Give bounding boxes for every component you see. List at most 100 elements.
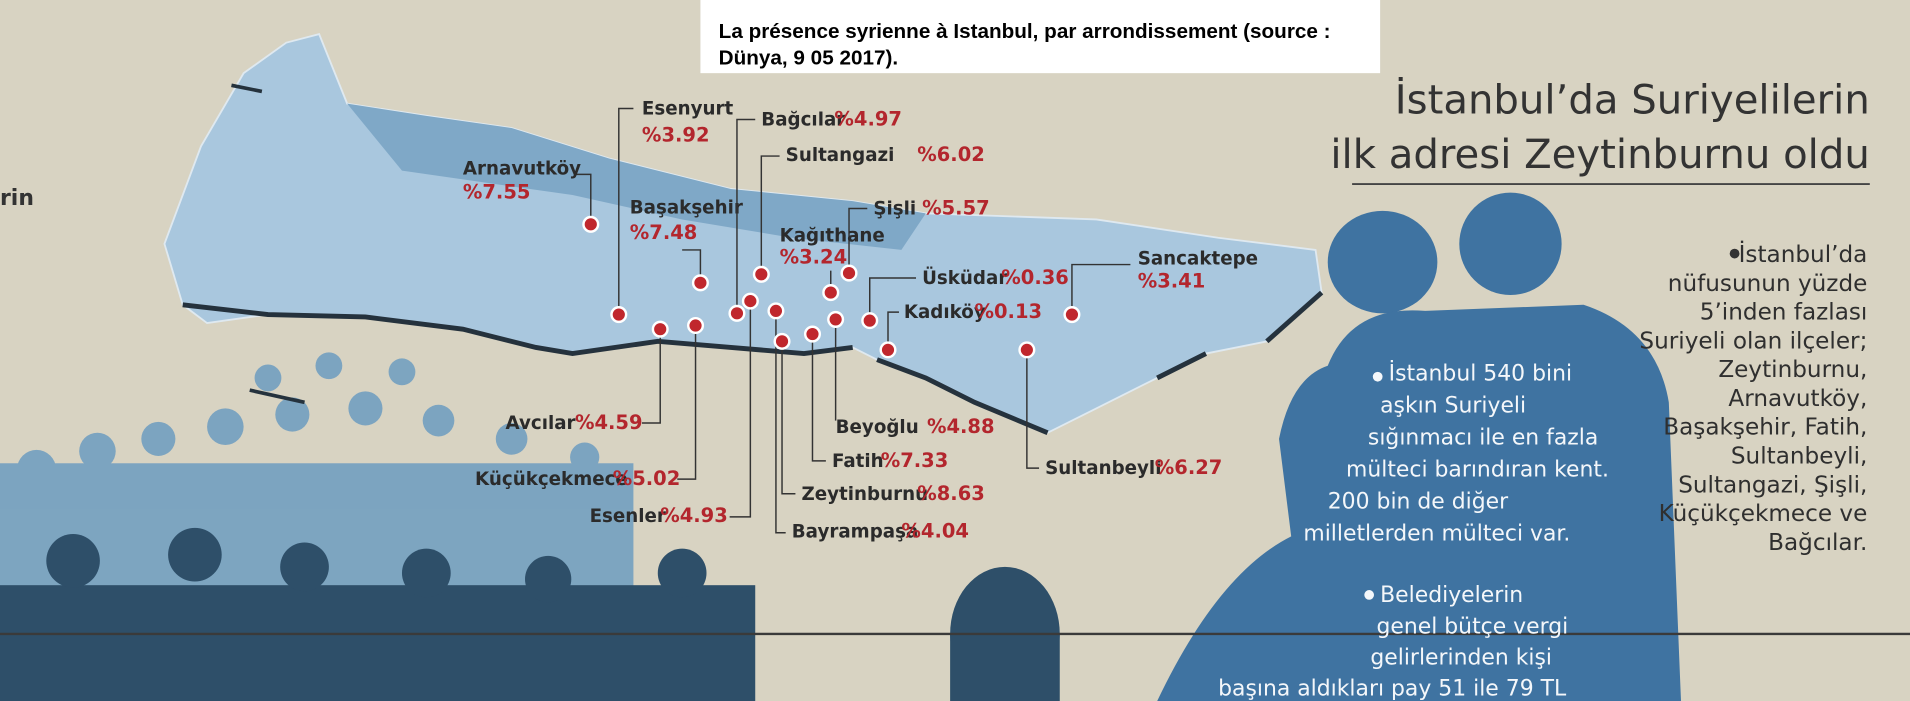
district-name: Kağıthane xyxy=(780,225,885,246)
district-name: Zeytinburnu xyxy=(802,484,929,505)
district-marker xyxy=(728,304,746,322)
leader-line xyxy=(811,334,826,462)
refugee-note-line: 200 bin de diğer xyxy=(1328,490,1509,515)
bullet xyxy=(1364,590,1375,600)
side-note-line: nüfusunun yüzde xyxy=(1668,271,1868,297)
bullet xyxy=(1729,248,1740,259)
district-name: Küçükçekmece xyxy=(475,469,628,490)
refugee-note-line: aşkın Suriyeli xyxy=(1380,393,1526,418)
leader-line xyxy=(641,329,661,424)
crowd-front xyxy=(0,527,1060,701)
district-share: %6.27 xyxy=(1155,456,1223,479)
leader-line xyxy=(760,155,780,275)
side-note-line: Zeytinburnu, xyxy=(1718,357,1867,383)
district-share: %3.24 xyxy=(780,245,848,268)
district-share: %7.48 xyxy=(630,221,698,244)
district-marker xyxy=(741,292,759,310)
leader-line xyxy=(736,118,756,314)
district-name: Sancaktepe xyxy=(1138,249,1258,270)
side-note-line: İstanbul’da xyxy=(1739,240,1868,268)
district-share: %4.04 xyxy=(901,520,969,543)
district-share: %6.02 xyxy=(917,143,985,166)
district-marker xyxy=(1018,341,1036,359)
district-marker xyxy=(582,215,600,233)
district-marker xyxy=(752,265,770,283)
district-share: %4.97 xyxy=(834,108,902,131)
district-marker xyxy=(1063,306,1081,324)
district-name: Fatih xyxy=(832,451,884,472)
district-name: Kadıköy xyxy=(904,302,986,323)
caption-line: Dünya, 9 05 2017). xyxy=(719,47,898,70)
district-name: Esenyurt xyxy=(642,99,734,120)
budget-note-line: genel bütçe vergi xyxy=(1376,614,1568,639)
district-name: Sultanbeyli xyxy=(1045,458,1161,479)
district-name: Sultangazi xyxy=(786,145,895,166)
district-share: %3.92 xyxy=(642,123,710,146)
district-name: Başakşehir xyxy=(630,197,743,218)
district-share: %0.36 xyxy=(1001,266,1069,289)
district-marker xyxy=(827,310,845,328)
leader-line xyxy=(781,341,796,495)
coastline xyxy=(182,302,853,357)
district-marker xyxy=(691,274,709,292)
district-marker xyxy=(651,320,669,338)
district-marker xyxy=(861,312,879,330)
district-marker xyxy=(803,325,822,343)
bullet xyxy=(1372,371,1383,382)
leader-line xyxy=(677,325,697,480)
district-name: Bağcılar xyxy=(761,110,845,131)
refugee-note-line: İstanbul 540 bini xyxy=(1389,360,1572,386)
district-share: %4.88 xyxy=(927,415,995,438)
refugee-figure xyxy=(1157,192,1681,701)
leader-line xyxy=(618,107,634,315)
district-name: Beyoğlu xyxy=(836,417,919,438)
district-share: %4.59 xyxy=(575,411,643,434)
leader-line xyxy=(869,277,917,321)
refugee-note-line: mülteci barındıran kent. xyxy=(1346,458,1609,483)
side-note-line: 5’inden fazlası xyxy=(1700,300,1868,326)
district-name: Esenler xyxy=(590,506,666,527)
side-note-line: Sultangazi, Şişli, xyxy=(1678,472,1867,498)
leader-line xyxy=(682,249,702,283)
district-name: Bayrampaşa xyxy=(792,522,919,543)
district-share: %0.13 xyxy=(974,300,1042,323)
refugee-note-line: milletlerden mülteci var. xyxy=(1303,522,1570,547)
district-name: Avcılar xyxy=(506,413,576,434)
district-share: %7.33 xyxy=(881,449,949,472)
budget-note-line: başına aldıkları pay 51 ile 79 TL xyxy=(1218,677,1567,701)
district-share: %8.63 xyxy=(917,482,985,505)
coastline-asia xyxy=(876,290,1324,436)
budget-note-line: gelirlerinden kişi xyxy=(1370,645,1552,670)
district-marker xyxy=(767,302,785,320)
district-name: Arnavutköy xyxy=(463,158,581,179)
side-note-line: Başakşehir, Fatih, xyxy=(1663,415,1867,441)
district-share: %4.93 xyxy=(660,504,728,527)
district-marker xyxy=(687,316,705,335)
district-share: %5.57 xyxy=(922,197,990,220)
refugee-note-line: sığınmacı ile en fazla xyxy=(1368,425,1598,450)
leader-line xyxy=(574,173,592,225)
leader-line xyxy=(729,301,752,518)
district-share: %5.02 xyxy=(613,467,681,490)
notes: İstanbul’da nüfusunun yüzde 5’inden fazlas… xyxy=(1218,240,1867,701)
northern-districts xyxy=(347,103,926,250)
heading-line: ilk adresi Zeytinburnu oldu xyxy=(1330,132,1869,178)
leader-line xyxy=(1071,263,1131,315)
coast-detail xyxy=(231,83,305,405)
district-marker xyxy=(879,341,897,359)
district-marker xyxy=(773,332,791,350)
side-note-line: Suriyeli olan ilçeler; xyxy=(1639,328,1867,354)
district-name: Şişli xyxy=(873,199,916,220)
district-layer: Arnavutköy%7.55 Esenyurt %3.92 Başakşehir %7… xyxy=(463,99,1258,543)
edge-text: rin xyxy=(0,186,34,211)
leader-line xyxy=(775,310,786,534)
district-marker xyxy=(822,284,840,302)
district-share: %7.55 xyxy=(463,181,531,204)
side-note-line: Arnavutköy, xyxy=(1728,386,1867,412)
leader-line xyxy=(1026,349,1040,469)
leader-line xyxy=(848,207,868,274)
side-note-line: Sultanbeyli, xyxy=(1731,444,1867,470)
district-name: Üsküdar xyxy=(922,267,1007,289)
